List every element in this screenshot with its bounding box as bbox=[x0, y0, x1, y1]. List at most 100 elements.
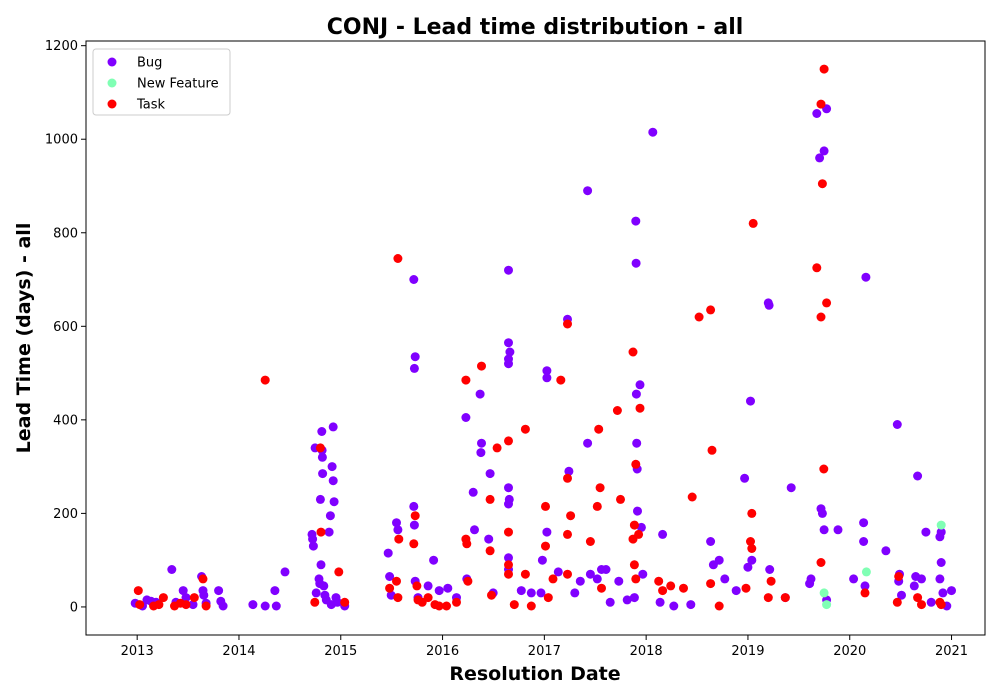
data-point bbox=[747, 508, 757, 518]
data-point bbox=[892, 420, 902, 429]
data-point bbox=[410, 511, 420, 521]
data-point bbox=[597, 583, 606, 593]
data-point bbox=[585, 537, 595, 546]
legend: Bug New Feature Task bbox=[92, 48, 231, 116]
data-point bbox=[614, 576, 624, 586]
data-point bbox=[635, 403, 645, 413]
data-point bbox=[504, 359, 513, 369]
data-point bbox=[812, 263, 822, 273]
data-point bbox=[541, 501, 550, 511]
data-point bbox=[315, 494, 325, 504]
data-point bbox=[936, 600, 946, 610]
data-point bbox=[434, 586, 444, 596]
data-point bbox=[556, 375, 566, 385]
data-point bbox=[385, 572, 395, 581]
data-point bbox=[504, 436, 513, 446]
data-point bbox=[393, 593, 403, 603]
data-point bbox=[585, 569, 595, 579]
data-point bbox=[583, 438, 593, 448]
data-point bbox=[548, 574, 558, 584]
data-point bbox=[477, 361, 486, 371]
data-point bbox=[317, 452, 327, 462]
data-point bbox=[679, 583, 688, 593]
data-point bbox=[860, 588, 870, 598]
data-point bbox=[747, 555, 757, 565]
data-point bbox=[595, 483, 605, 493]
data-point bbox=[815, 153, 825, 163]
data-point bbox=[334, 567, 344, 577]
legend-marker bbox=[107, 99, 117, 109]
data-point bbox=[633, 506, 642, 516]
data-point bbox=[859, 518, 869, 528]
data-point bbox=[631, 459, 641, 469]
data-point bbox=[706, 537, 716, 546]
data-point bbox=[311, 588, 321, 598]
x-tick-label: 2015 bbox=[324, 644, 357, 659]
data-point bbox=[592, 574, 602, 584]
data-point bbox=[260, 375, 270, 385]
data-point bbox=[412, 581, 422, 591]
data-point bbox=[504, 569, 513, 579]
data-point bbox=[763, 593, 773, 603]
data-point bbox=[280, 567, 290, 577]
data-point bbox=[622, 595, 632, 605]
y-tick-label: 1000 bbox=[45, 133, 78, 148]
data-point bbox=[631, 258, 641, 268]
data-point bbox=[816, 558, 826, 567]
x-tick-label: 2018 bbox=[630, 644, 663, 659]
y-tick-label: 0 bbox=[70, 600, 78, 615]
data-point bbox=[686, 600, 696, 610]
data-point bbox=[218, 601, 228, 611]
data-point bbox=[468, 487, 478, 497]
y-tick-label: 600 bbox=[53, 320, 78, 335]
data-point bbox=[936, 520, 946, 530]
data-point bbox=[423, 581, 433, 591]
x-tick-label: 2016 bbox=[426, 644, 459, 659]
data-point bbox=[748, 218, 758, 228]
data-point bbox=[504, 499, 513, 509]
data-point bbox=[271, 601, 281, 611]
data-point bbox=[536, 588, 546, 598]
data-point bbox=[666, 581, 676, 591]
data-point bbox=[741, 583, 751, 593]
data-point bbox=[917, 600, 926, 610]
data-point bbox=[393, 254, 403, 263]
data-point bbox=[658, 529, 668, 539]
data-point bbox=[476, 448, 486, 458]
data-point bbox=[819, 464, 829, 474]
data-point bbox=[731, 586, 741, 596]
data-point bbox=[409, 363, 419, 373]
legend-marker bbox=[107, 57, 117, 67]
data-point bbox=[328, 422, 338, 432]
data-point bbox=[638, 569, 648, 579]
data-point bbox=[154, 600, 164, 610]
data-point bbox=[475, 389, 485, 399]
x-axis-label: Resolution Date bbox=[449, 663, 620, 685]
y-tick-label: 400 bbox=[53, 413, 78, 428]
data-point bbox=[648, 127, 658, 137]
data-point bbox=[631, 216, 641, 226]
data-point bbox=[786, 483, 796, 493]
data-point bbox=[385, 583, 395, 593]
data-point bbox=[746, 537, 755, 546]
data-point bbox=[520, 569, 530, 579]
data-point bbox=[917, 574, 926, 584]
data-point bbox=[746, 396, 755, 406]
data-point bbox=[310, 597, 320, 607]
data-point bbox=[861, 272, 871, 282]
data-point bbox=[628, 347, 638, 357]
data-point bbox=[612, 406, 622, 415]
data-point bbox=[308, 541, 318, 551]
data-point bbox=[570, 588, 580, 598]
data-point bbox=[504, 338, 513, 348]
data-point bbox=[553, 567, 563, 577]
data-point bbox=[541, 541, 550, 551]
data-point bbox=[504, 483, 513, 493]
data-point bbox=[926, 597, 936, 607]
data-point bbox=[631, 389, 641, 399]
data-point bbox=[434, 601, 444, 611]
data-point bbox=[504, 265, 513, 275]
data-point bbox=[542, 527, 552, 537]
data-point bbox=[394, 534, 404, 544]
